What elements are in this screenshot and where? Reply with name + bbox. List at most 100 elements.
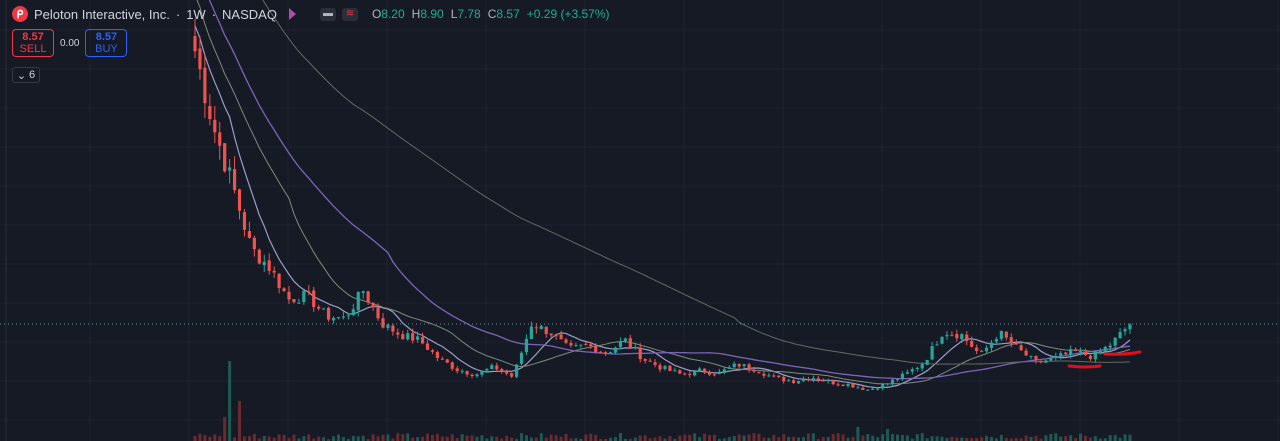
candle-body (1014, 342, 1018, 345)
volume-bar (994, 438, 998, 441)
volume-bar (317, 436, 321, 441)
interval-label[interactable]: 1W (186, 6, 206, 22)
volume-bar (1098, 438, 1102, 441)
candle-body (935, 344, 939, 346)
volume-bar (955, 437, 959, 441)
sell-button[interactable]: 8.57 SELL (12, 29, 54, 57)
candle-body (618, 341, 623, 348)
candle-body (401, 334, 405, 340)
volume-bar (524, 435, 528, 441)
candle-body (836, 384, 840, 386)
volume-bar (213, 434, 217, 441)
candle-body (698, 368, 702, 371)
candle-body (1123, 329, 1127, 332)
volume-bar (703, 433, 707, 441)
volume-bar (366, 438, 370, 441)
peloton-logo-icon[interactable]: ᑭ (12, 6, 28, 22)
candle-body (247, 231, 252, 238)
volume-bar (401, 434, 405, 441)
candle-body (544, 326, 548, 334)
candle-body (796, 380, 801, 384)
annotation-marks (1067, 350, 1142, 369)
ohlc-values: O8.20 H8.90 L7.78 C8.57 +0.29 (+3.57%) (372, 7, 610, 21)
candle-body (930, 346, 934, 360)
volume-bar (485, 438, 489, 441)
volume-bar (618, 433, 622, 441)
candle-body (861, 387, 865, 390)
volume-bar (920, 433, 924, 441)
candle-body (554, 335, 558, 337)
volume-bar (717, 438, 721, 441)
candle-body (970, 340, 974, 347)
candle-body (816, 378, 820, 381)
volume-bar (881, 434, 885, 441)
volume-bar (1128, 434, 1132, 441)
volume-bar (381, 434, 385, 441)
candle-body (1009, 337, 1013, 344)
candle-body (722, 369, 726, 372)
volume-bar (673, 438, 677, 441)
candle-body (1029, 355, 1033, 357)
candlesticks (193, 18, 1132, 391)
drawings-icon[interactable]: ≋ (341, 7, 358, 21)
symbol-name[interactable]: Peloton Interactive, Inc. (34, 6, 170, 22)
volume-bar (1044, 435, 1048, 441)
hide-icon[interactable]: ▬ (319, 7, 336, 21)
volume-bar (816, 438, 820, 441)
candle-body (505, 370, 509, 374)
volume-bar (910, 438, 914, 441)
volume-bar (435, 433, 439, 441)
volume-bar (658, 436, 662, 441)
candle-body (272, 270, 276, 273)
candle-body (490, 365, 494, 370)
volume-bar (757, 433, 761, 441)
candle-body (772, 375, 776, 377)
candle-body (673, 370, 677, 372)
volume-bar (312, 438, 316, 441)
volume-bar (891, 433, 895, 441)
volume-bar (930, 436, 934, 441)
candle-body (717, 371, 721, 375)
volume-bar (549, 434, 553, 441)
volume-bar (1108, 435, 1112, 441)
candle-body (920, 364, 924, 369)
buy-button[interactable]: 8.57 BUY (85, 29, 128, 57)
candle-body (213, 119, 217, 133)
volume-bar (876, 437, 880, 441)
volume-bar (559, 436, 563, 441)
volume-bar (1019, 438, 1023, 441)
candle-body (871, 388, 875, 390)
volume-bar (1074, 438, 1078, 441)
volume-bar (1054, 433, 1058, 441)
sell-label: SELL (19, 43, 47, 55)
candle-body (841, 384, 845, 387)
candle-body (1054, 355, 1058, 358)
candle-body (658, 365, 662, 370)
candle-body (613, 347, 618, 353)
volume-bar (242, 436, 246, 441)
volume-bar (737, 434, 741, 441)
volume-bar (1123, 434, 1127, 441)
candle-body (549, 333, 553, 336)
candle-body (1069, 349, 1073, 355)
volume-bar (589, 433, 593, 441)
candle-body (331, 317, 336, 321)
volume-bar (985, 436, 989, 441)
indicators-toggle[interactable]: ⌄ 6 (12, 67, 40, 83)
candle-body (302, 290, 306, 303)
volume-bar (594, 435, 598, 441)
candle-body (589, 344, 593, 347)
candle-body (470, 374, 474, 377)
candle-body (979, 350, 984, 352)
candle-body (519, 352, 524, 364)
candle-body (806, 379, 811, 381)
volume-bar (465, 435, 469, 441)
candle-body (455, 368, 459, 372)
candle-body (747, 364, 751, 370)
flag-icon[interactable] (288, 8, 296, 20)
candle-body (500, 369, 504, 372)
volume-bar (1093, 436, 1097, 441)
volume-bar (638, 435, 642, 441)
annotation-mark (1067, 364, 1102, 369)
